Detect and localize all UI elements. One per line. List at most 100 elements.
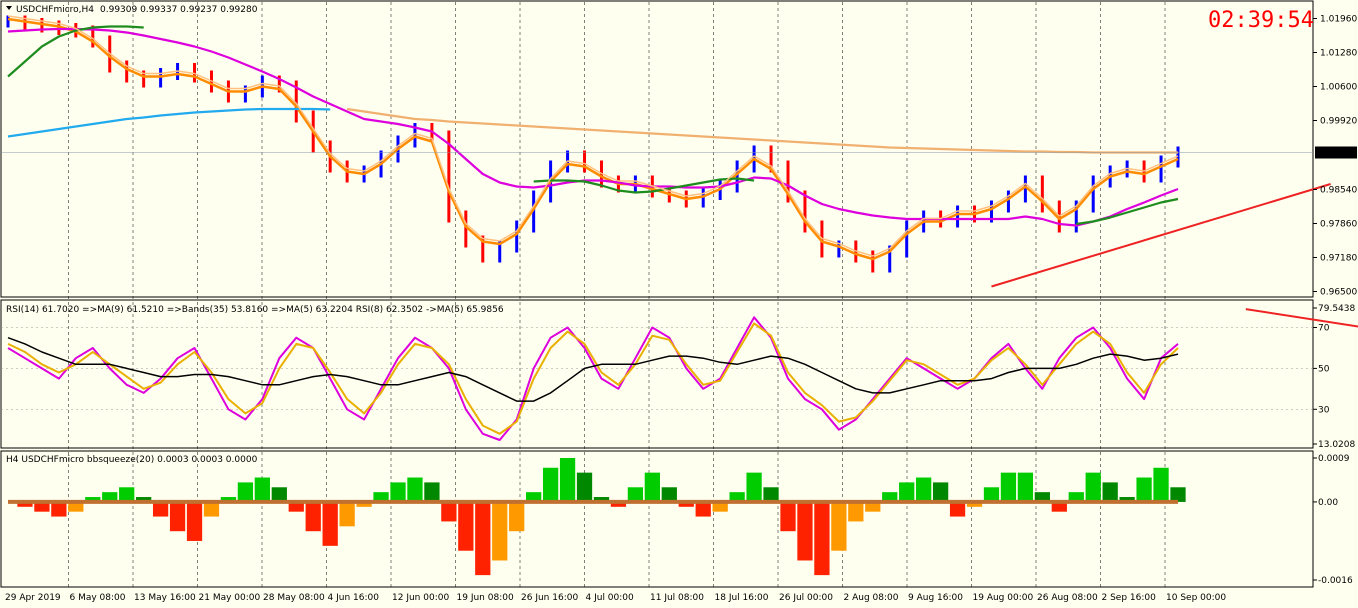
squeeze-bar xyxy=(780,501,796,532)
squeeze-bar xyxy=(661,487,677,502)
squeeze-bar xyxy=(610,501,627,507)
squeeze-bar xyxy=(763,487,779,502)
chart-menu-triangle-icon[interactable] xyxy=(6,6,12,10)
price-series xyxy=(6,15,1331,288)
squeeze-bar xyxy=(949,501,966,517)
rsi-tick-label: 79.5438 xyxy=(1318,304,1355,314)
ma_green-line xyxy=(533,177,755,194)
squeeze-bar xyxy=(475,501,491,576)
time-label: 11 Jul 08:00 xyxy=(650,593,704,603)
rsi-tick-label: 50 xyxy=(1318,364,1330,374)
squeeze-bar xyxy=(1170,487,1186,502)
time-label: 4 Jun 16:00 xyxy=(328,593,380,603)
rsi_black-line xyxy=(7,336,1179,402)
squeeze-bar xyxy=(390,482,406,502)
time-label: 9 Aug 16:00 xyxy=(908,593,963,603)
squeeze-bar xyxy=(695,501,711,517)
time-label: 2 Sep 16:00 xyxy=(1102,593,1157,603)
squeeze-bar xyxy=(526,492,542,502)
server-clock: 02:39:54 xyxy=(1208,8,1314,33)
squeeze-bar xyxy=(492,501,508,561)
rsi-panel[interactable] xyxy=(0,299,1314,449)
price-trendline xyxy=(991,183,1331,288)
rsi-tick-label: 13.0208 xyxy=(1318,440,1355,450)
squeeze-bar xyxy=(68,501,84,512)
squeeze-bar xyxy=(1085,472,1101,502)
squeeze-bar xyxy=(305,501,321,532)
squeeze-bar xyxy=(271,487,287,502)
rsi-axis: 79.5438 70 50 30 13.0208 xyxy=(1313,304,1355,450)
price-tick-label: 0.96500 xyxy=(1320,288,1357,298)
rsi_gold-line xyxy=(7,322,1179,435)
squeeze-bar xyxy=(1051,501,1067,512)
squeeze-bar xyxy=(509,501,525,532)
squeeze-tick-label: 0.0009 xyxy=(1318,454,1350,464)
squeeze-bar xyxy=(186,501,203,541)
time-label: 26 Aug 08:00 xyxy=(1037,593,1098,603)
price-axis: 1.01960 1.01280 1.00600 0.99920 0.98540 0.978… xyxy=(1313,15,1357,298)
ma_magenta-line xyxy=(7,27,1179,227)
squeeze-bar xyxy=(237,482,254,502)
bbsqueeze-histogram xyxy=(8,458,1186,576)
time-label: 21 May 00:00 xyxy=(199,593,261,603)
rsi-tick-label: 70 xyxy=(1318,324,1330,334)
squeeze-bar xyxy=(203,501,220,517)
time-label: 19 Aug 00:00 xyxy=(973,593,1034,603)
time-label: 26 Jul 00:00 xyxy=(779,593,833,603)
squeeze-bar xyxy=(593,497,610,502)
squeeze-bar xyxy=(1068,492,1084,502)
time-label: 2 Aug 08:00 xyxy=(844,593,899,603)
time-axis: 29 Apr 2019 6 May 08:00 13 May 16:00 21 May… xyxy=(5,593,1226,603)
squeeze-bar xyxy=(102,492,118,502)
price-tick-label: 0.97860 xyxy=(1320,220,1357,230)
squeeze-bar xyxy=(1017,472,1034,502)
squeeze-bar xyxy=(1119,497,1135,502)
squeeze-bar xyxy=(712,501,728,512)
squeeze-bar xyxy=(899,482,915,502)
bbsqueeze-header: H4 USDCHFmicro bbsqueeze(20) 0.0003 0.00… xyxy=(6,455,258,465)
squeeze-bar xyxy=(831,501,847,551)
squeeze-bar xyxy=(848,501,864,522)
squeeze-bar xyxy=(966,501,983,507)
price-panel[interactable] xyxy=(0,0,1314,298)
squeeze-bar xyxy=(1000,472,1017,502)
squeeze-bar xyxy=(932,482,949,502)
ma_green-line xyxy=(7,25,144,78)
squeeze-bar xyxy=(424,482,440,502)
squeeze-bar xyxy=(746,472,762,502)
squeeze-bar xyxy=(797,501,813,561)
rsi-series xyxy=(1,308,1358,441)
squeeze-bar xyxy=(254,477,270,502)
price-tick-label: 0.99920 xyxy=(1320,117,1357,127)
squeeze-bar xyxy=(152,501,169,517)
squeeze-bar xyxy=(119,487,135,502)
squeeze-bar xyxy=(559,458,576,502)
ma-light-line xyxy=(7,15,1179,257)
price-tick-label: 0.98540 xyxy=(1320,186,1357,196)
squeeze-bar xyxy=(678,501,694,507)
squeeze-bar xyxy=(1153,467,1169,502)
time-label: 13 May 16:00 xyxy=(134,593,196,603)
squeeze-bar xyxy=(458,501,474,551)
rsi-tick-label: 30 xyxy=(1318,405,1330,415)
ma_tan-line xyxy=(346,107,1178,154)
squeeze-bar xyxy=(373,492,389,502)
squeeze-bar xyxy=(288,501,304,512)
window-title: USDCHFmicro,H4 0.99309 0.99337 0.99237 0… xyxy=(6,5,258,15)
price-tick-label: 0.97180 xyxy=(1320,254,1357,264)
squeeze-bar xyxy=(85,497,101,502)
squeeze-bar xyxy=(1102,482,1118,502)
time-label: 29 Apr 2019 xyxy=(5,593,61,603)
symbol-timeframe: USDCHFmicro,H4 xyxy=(16,5,94,15)
squeeze-tick-label: 0.00 xyxy=(1318,498,1338,508)
time-label: 18 Jul 16:00 xyxy=(715,593,769,603)
bbsqueeze-panel[interactable] xyxy=(0,450,1314,588)
squeeze-bar xyxy=(1034,492,1050,502)
squeeze-bar xyxy=(627,487,644,502)
squeeze-tick-label: -0.0016 xyxy=(1318,576,1353,586)
squeeze-bar xyxy=(983,487,1000,502)
price-tick-label: 1.00600 xyxy=(1320,83,1357,93)
squeeze-bar xyxy=(882,492,898,502)
time-label: 4 Jul 00:00 xyxy=(586,593,635,603)
